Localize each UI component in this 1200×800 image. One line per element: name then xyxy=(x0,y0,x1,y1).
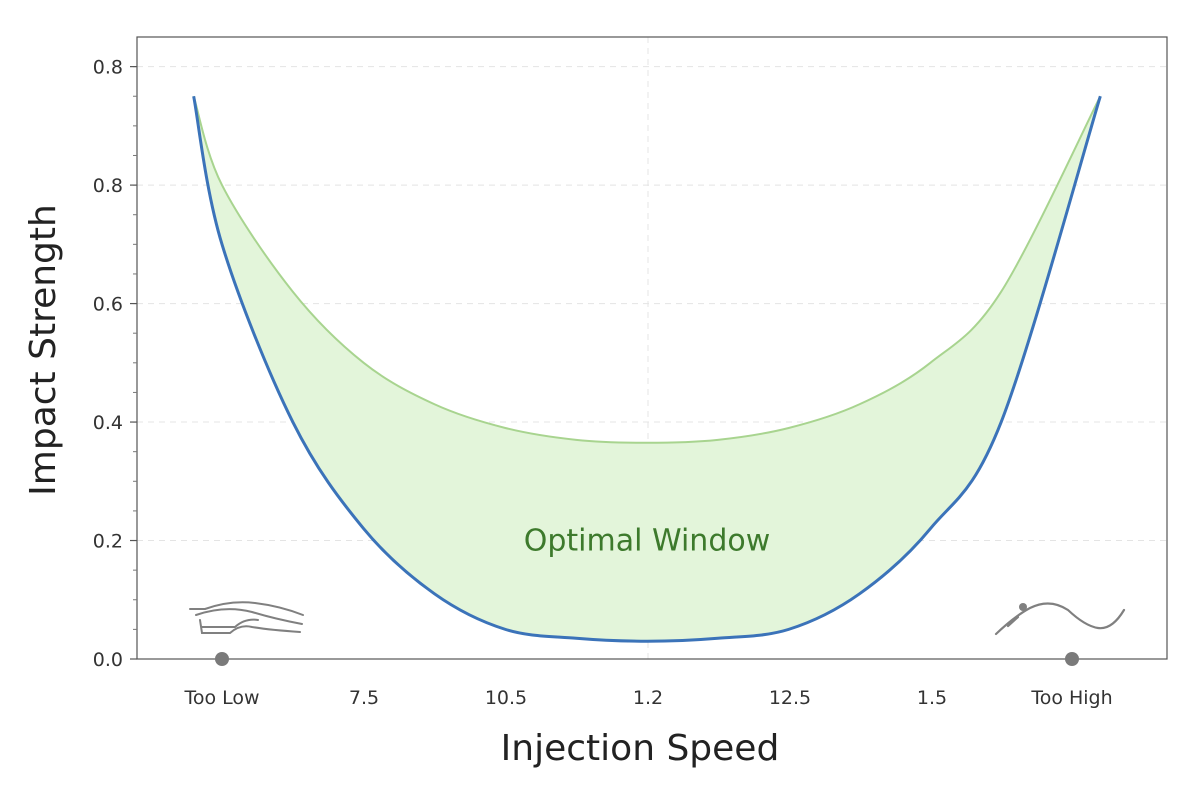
optimal-window-fill xyxy=(193,96,1101,642)
y-tick-label: 0.8 xyxy=(93,175,123,197)
y-axis-title: Impact Strength xyxy=(23,204,64,496)
lower-boundary-line xyxy=(192,95,1102,643)
y-tick-label: 0.4 xyxy=(93,412,123,434)
melt-flow-icon xyxy=(189,601,304,634)
y-tick-label: 0.8 xyxy=(93,57,123,79)
x-tick-label: 12.5 xyxy=(769,687,811,709)
x-axis-title: Injection Speed xyxy=(501,728,780,769)
x-tick-label: Too High xyxy=(1030,687,1112,709)
x-tick-label: 10.5 xyxy=(485,687,527,709)
x-ticks: Too Low 7.5 10.5 1.2 12.5 1.5 Too High xyxy=(183,687,1112,709)
axis-marker xyxy=(1065,652,1079,666)
x-tick-label: 7.5 xyxy=(349,687,379,709)
optimal-window-label: Optimal Window xyxy=(524,524,771,559)
upper-boundary-line xyxy=(192,95,1102,444)
plot-frame xyxy=(136,36,1168,660)
axis-marker xyxy=(215,652,229,666)
y-tick-label: 0.2 xyxy=(93,531,123,553)
y-ticks: 0.00.20.40.60.80.81.0 xyxy=(93,57,137,671)
x-tick-label: 1.2 xyxy=(633,687,663,709)
y-minor-ticks xyxy=(133,66,137,660)
x-tick-label: Too Low xyxy=(183,687,259,709)
y-tick-label: 0.0 xyxy=(93,649,123,671)
x-tick-label: 1.5 xyxy=(917,687,947,709)
markers xyxy=(215,652,1079,666)
wave-icon xyxy=(994,602,1126,636)
y-tick-label: 0.6 xyxy=(93,294,123,316)
